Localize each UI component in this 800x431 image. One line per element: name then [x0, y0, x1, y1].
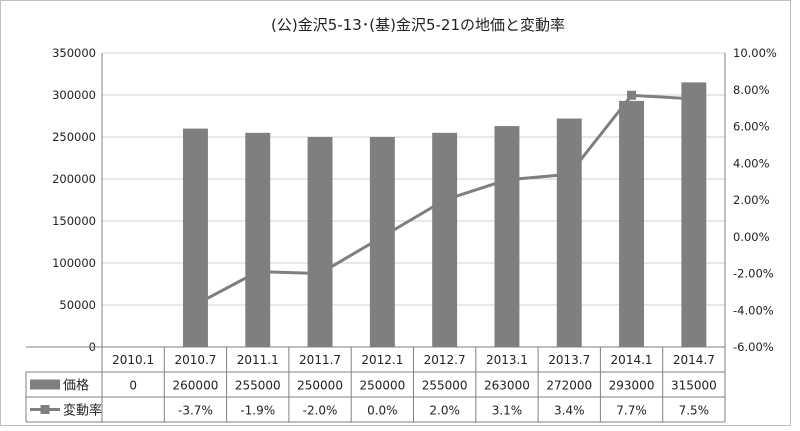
table-cell-price: 250000 — [297, 379, 343, 393]
table-cell-change: 7.7% — [616, 404, 647, 418]
bar — [245, 132, 271, 347]
legend-swatch-bar — [30, 379, 60, 390]
line-point — [627, 90, 637, 100]
y-right-tick-label: 4.00% — [733, 156, 770, 170]
bar — [307, 137, 333, 347]
legend-label-price: 価格 — [63, 378, 89, 394]
table-cell-price: 272000 — [546, 379, 592, 393]
y-right-tick-label: -2.00% — [733, 267, 774, 281]
table-cell-change: -2.0% — [303, 404, 338, 418]
table-cell-price: 260000 — [173, 379, 219, 393]
line-point — [564, 169, 574, 179]
y-left-tick-label: 250000 — [52, 130, 96, 144]
table-cell-price: 0 — [129, 379, 137, 393]
bar — [619, 100, 645, 347]
x-tick-label: 2012.7 — [424, 353, 466, 367]
line-point — [315, 269, 325, 278]
y-right-tick-label: 6.00% — [733, 120, 770, 134]
line-point — [253, 267, 263, 277]
table-cell-change: 3.1% — [492, 404, 523, 418]
line-series — [190, 90, 699, 310]
line-point — [689, 94, 699, 104]
y-left-tick-label: 50000 — [59, 298, 96, 312]
bar — [182, 128, 208, 347]
table-cell-change: 2.0% — [429, 404, 460, 418]
table-cell-price: 315000 — [671, 379, 717, 393]
table-cell-change: 3.4% — [554, 404, 585, 418]
x-tick-label: 2012.1 — [361, 353, 403, 367]
x-tick-label: 2010.7 — [174, 353, 216, 367]
x-tick-label: 2013.7 — [548, 353, 590, 367]
x-tick-label: 2010.1 — [112, 353, 154, 367]
chart-title: (公)金沢5-13･(基)金沢5-21の地価と変動率 — [271, 16, 565, 34]
bar-series — [182, 82, 707, 348]
data-table: 2010.1 2010.7 2011.1 2011.7 2012.1 2012.7 2013… — [25, 346, 726, 423]
line-point — [190, 300, 200, 310]
legend-label-change: 変動率 — [63, 403, 102, 419]
table-cell-price: 263000 — [484, 379, 530, 393]
y-left-tick-label: 300000 — [52, 88, 96, 102]
table-cell-change: 7.5% — [679, 404, 710, 418]
chart-border — [0, 0, 791, 426]
x-tick-label: 2014.1 — [611, 353, 653, 367]
bar — [494, 126, 520, 347]
x-tick-label: 2013.1 — [486, 353, 528, 367]
table-cell-price: 255000 — [422, 379, 468, 393]
line-point — [377, 232, 387, 242]
y-right-tick-label: -4.00% — [733, 303, 774, 317]
bar — [432, 132, 458, 347]
x-tick-label: 2014.7 — [673, 353, 715, 367]
y-left-tick-label: 100000 — [52, 256, 96, 270]
table-cell-change: 0.0% — [367, 404, 398, 418]
y-right-tick-label: 2.00% — [733, 193, 770, 207]
y-right-tick-label: -6.00% — [733, 340, 774, 354]
table-cell-change: -3.7% — [178, 404, 213, 418]
table-cell-change: -1.9% — [240, 404, 275, 418]
legend-swatch-marker — [40, 405, 50, 414]
y-right-tick-label: 0.00% — [733, 230, 770, 244]
x-tick-label: 2011.1 — [237, 353, 279, 367]
table-cell-price: 293000 — [609, 379, 655, 393]
bar — [556, 118, 582, 348]
line-point — [502, 175, 512, 185]
y-left-tick-label: 150000 — [52, 214, 96, 228]
y-left-tick-label: 350000 — [52, 46, 96, 60]
bar — [681, 82, 707, 348]
y-right-tick-label: 10.00% — [733, 46, 777, 60]
y-right-tick-label: 8.00% — [733, 83, 770, 97]
table-cell-price: 250000 — [359, 379, 405, 393]
table-cell-price: 255000 — [235, 379, 281, 393]
y-left-tick-label: 200000 — [52, 172, 96, 186]
line-point — [440, 195, 450, 205]
x-tick-label: 2011.7 — [299, 353, 341, 367]
